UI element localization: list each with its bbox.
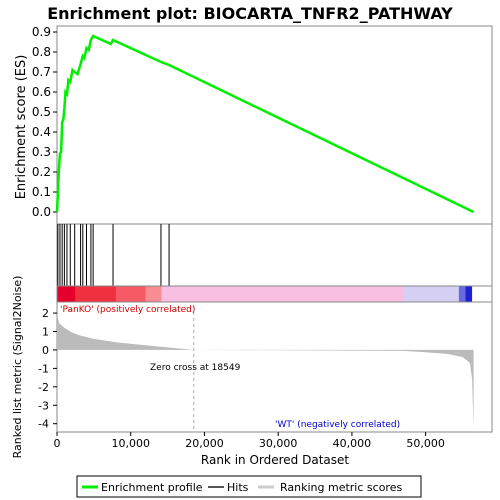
- heat-bar-segment: [465, 286, 473, 302]
- legend-metric-label: Ranking metric scores: [280, 481, 402, 494]
- es-y-tick-label: 0.4: [32, 125, 51, 139]
- heat-bar-segment: [161, 286, 404, 302]
- zero-cross-label: Zero cross at 18549: [150, 363, 241, 373]
- x-tick-label: 30,000: [259, 437, 298, 450]
- x-axis-label: Rank in Ordered Dataset: [201, 453, 349, 467]
- heat-bar-segment: [145, 286, 162, 302]
- hits-panel: [56, 223, 493, 287]
- metric-y-tick-label: -1: [38, 362, 49, 375]
- legend-enrichment-label: Enrichment profile: [101, 481, 203, 494]
- x-tick-label: 40,000: [333, 437, 372, 450]
- metric-y-tick-label: -2: [38, 381, 49, 394]
- rank-heat-bar: [56, 285, 493, 303]
- heat-bar-segment: [57, 286, 76, 302]
- es-y-tick-label: 0.7: [32, 65, 51, 79]
- negative-correlation-label: 'WT' (negatively correlated): [275, 420, 400, 430]
- metric-y-tick-label: 1: [42, 326, 49, 339]
- es-y-tick-label: 0.9: [32, 25, 51, 39]
- x-tick-label: 50,000: [406, 437, 445, 450]
- positive-correlation-label: 'PanKO' (positively correlated): [60, 305, 195, 315]
- heat-bar-segment: [115, 286, 146, 302]
- hits-plot-area: [56, 223, 493, 287]
- es-y-tick-label: 0.0: [32, 205, 51, 219]
- es-y-tick-label: 0.3: [32, 145, 51, 159]
- metric-y-axis-label: Ranked list metric (Signal2Noise): [11, 276, 24, 459]
- es-panel: 0.0 0.1 0.2 0.3 0.4 0.5 0.6 0.7 0.8 0.9: [32, 25, 493, 225]
- es-y-axis-label: Enrichment score (ES): [14, 55, 29, 200]
- metric-y-tick-label: 2: [42, 307, 49, 320]
- metric-y-tick-label: -4: [38, 418, 49, 431]
- heat-bar-segment: [458, 286, 466, 302]
- es-y-tick-label: 0.2: [32, 165, 51, 179]
- es-y-tick-label: 0.6: [32, 85, 51, 99]
- x-tick-label: 0: [54, 437, 61, 450]
- legend: Enrichment profile Hits Ranking metric s…: [76, 475, 422, 498]
- metric-y-tick-label: -3: [38, 399, 49, 412]
- metric-y-tick-label: 0: [42, 344, 49, 357]
- metric-panel: 2 1 0 -1 -2 -3 -4 0 10,000 20,000 30,000 40,000 50,…: [38, 301, 493, 450]
- es-plot-area: [56, 25, 493, 225]
- heat-bar-segment: [75, 286, 116, 302]
- es-y-tick-label: 0.5: [32, 105, 51, 119]
- metric-plot-area: [56, 301, 493, 433]
- es-y-tick-label: 0.8: [32, 45, 51, 59]
- es-y-tick-label: 0.1: [32, 185, 51, 199]
- chart-title: Enrichment plot: BIOCARTA_TNFR2_PATHWAY: [47, 4, 453, 23]
- legend-hits-label: Hits: [227, 481, 249, 494]
- x-tick-label: 20,000: [185, 437, 224, 450]
- heat-bar-segment: [403, 286, 459, 302]
- x-tick-label: 10,000: [111, 437, 150, 450]
- enrichment-profile-line: [55, 34, 475, 214]
- legend-box: [76, 475, 422, 498]
